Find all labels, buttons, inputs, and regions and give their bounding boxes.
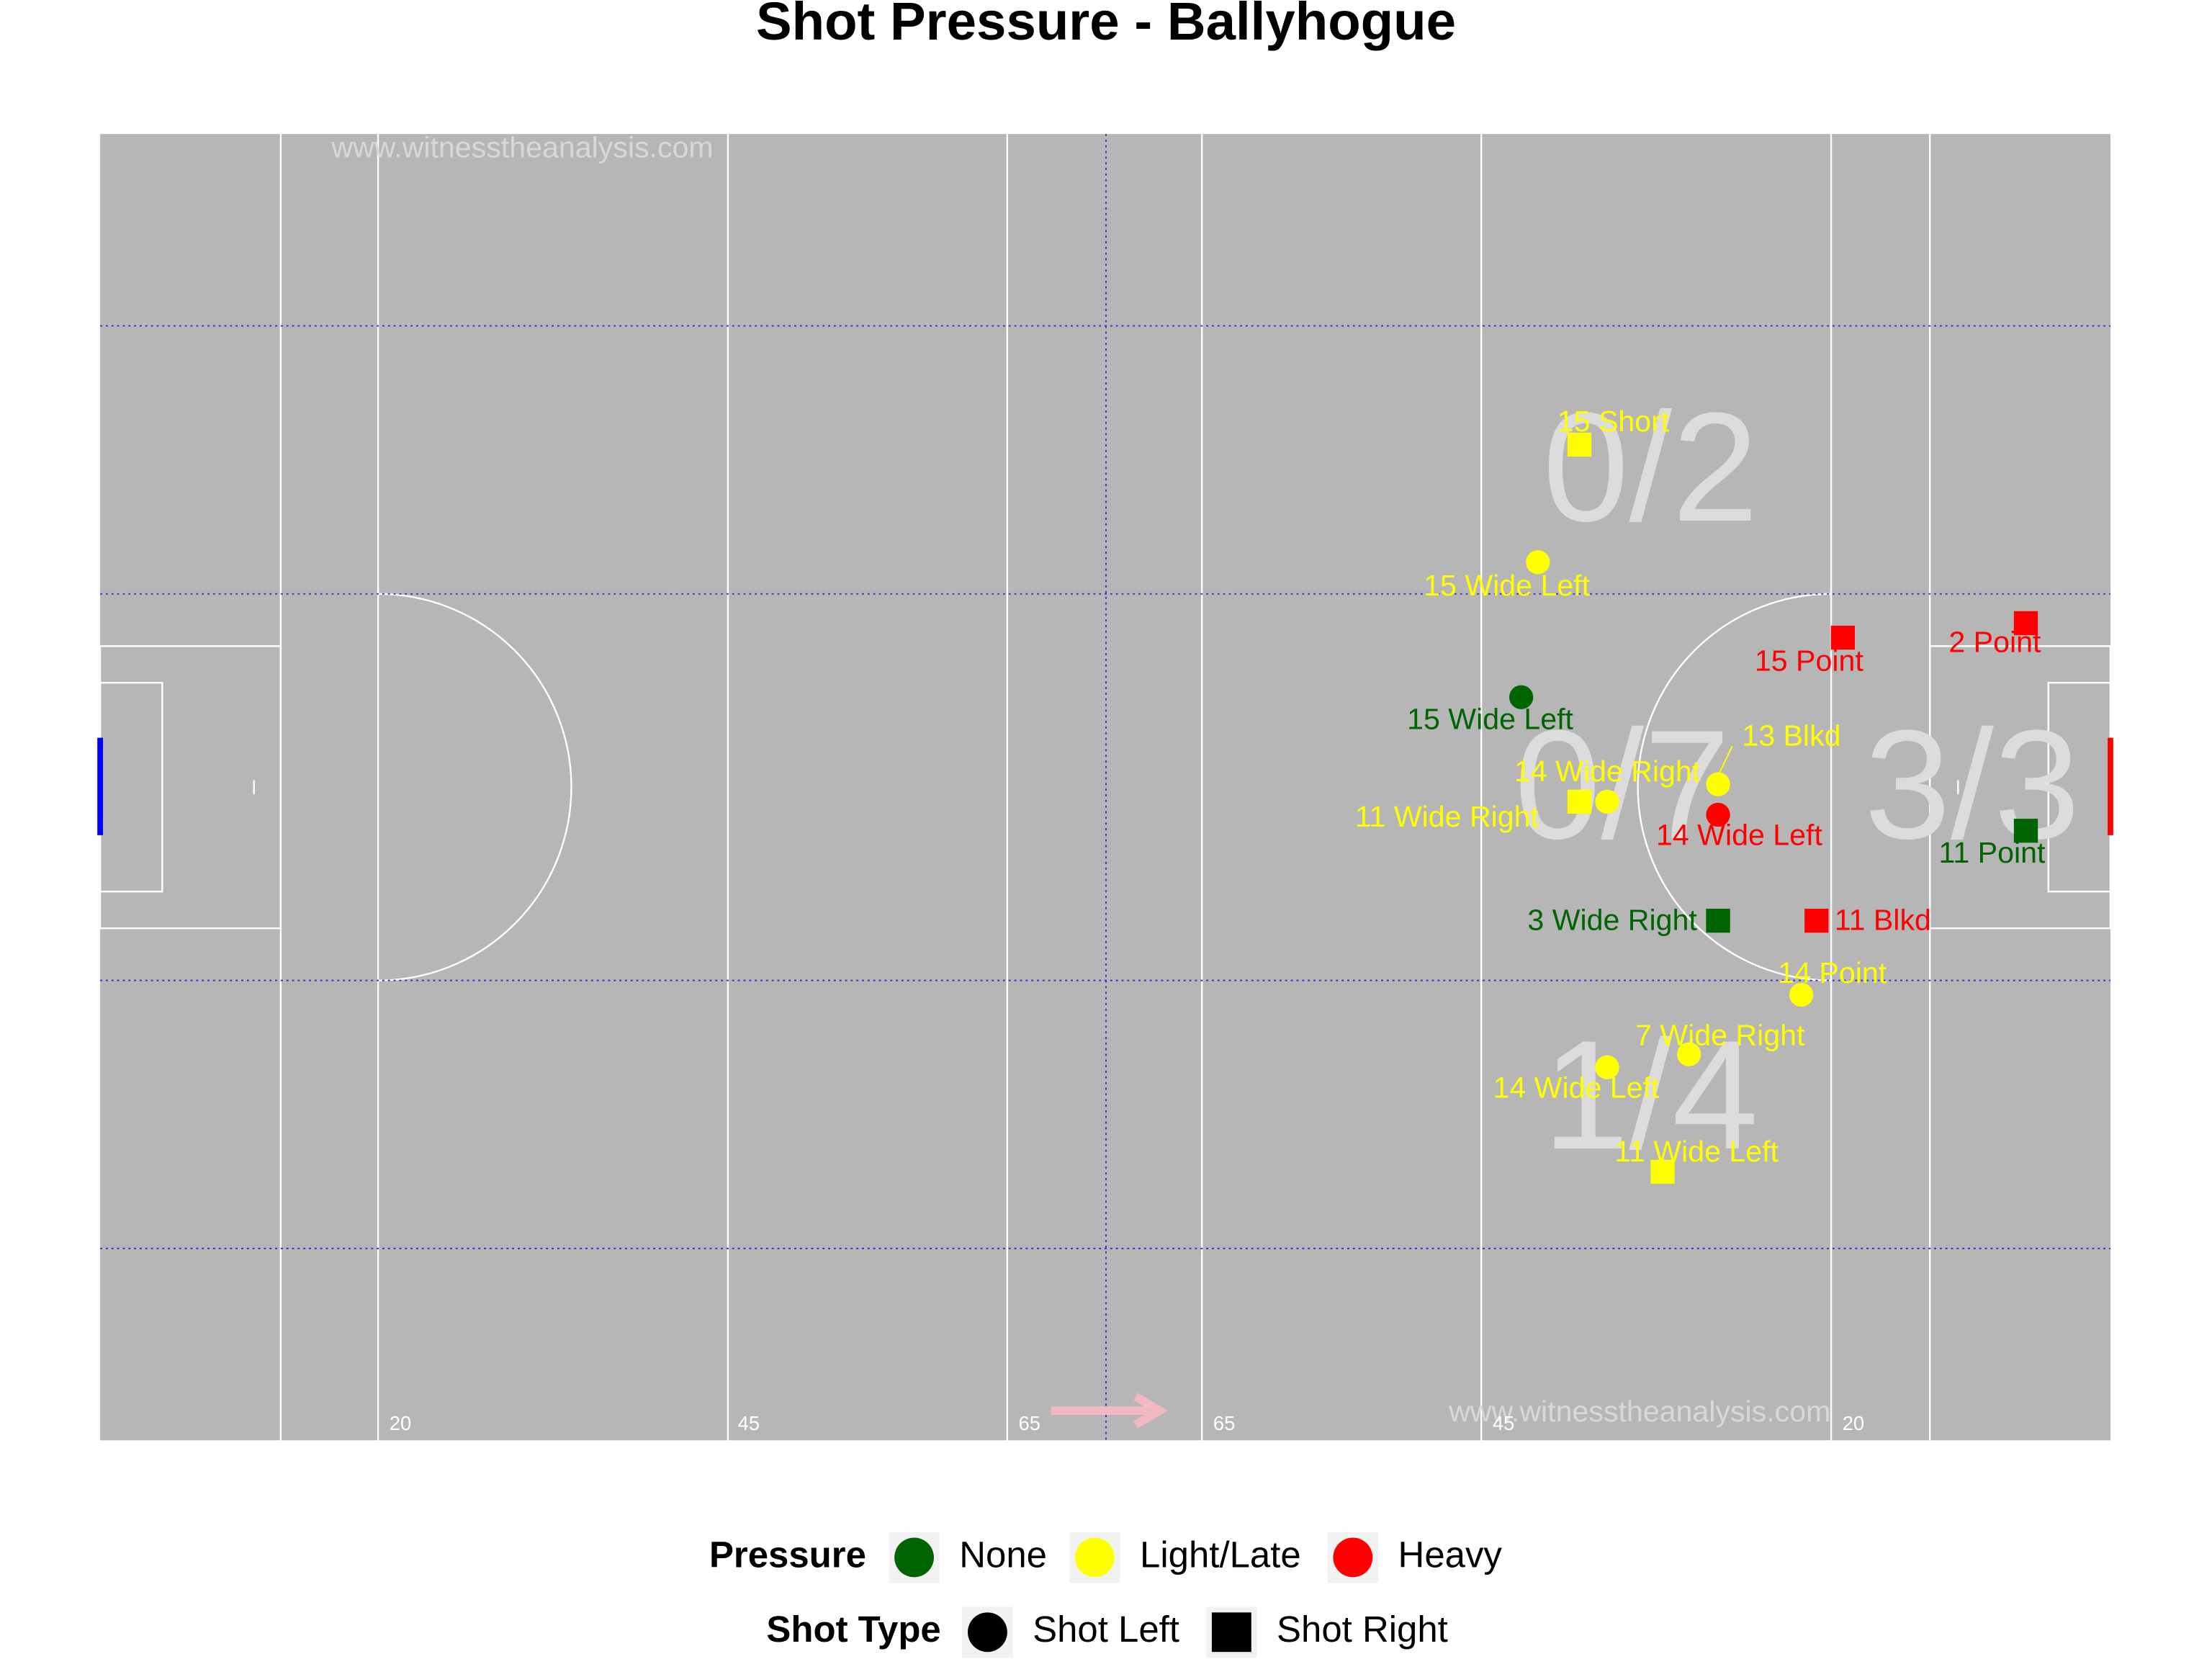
legend-title: Pressure [709,1534,866,1575]
pitch-surface [100,134,2110,1441]
legend-label: Heavy [1398,1534,1503,1575]
shot-label: 7 Wide Right [1635,1018,1805,1051]
shot-label: 11 Blkd [1835,904,1931,937]
label-leader [1717,745,1733,776]
shot-marker [2013,819,2038,843]
shot-marker [1595,1055,1619,1079]
shot-label: 15 Point [1755,644,1863,678]
shot-label: 15 Wide Left [1424,569,1590,602]
shot-label: 14 Wide Left [1656,819,1822,852]
arc [1637,593,1832,981]
pitch-label: 45 [738,1412,760,1434]
shot-marker [1676,1042,1701,1066]
zone-count: 3/3 [1864,698,2080,871]
shot-label: 14 Wide Right [1514,755,1701,788]
watermark: www.witnesstheanalysis.com [1448,1395,1830,1428]
pitch-label: 45 [1493,1412,1514,1434]
shot-marker [1509,685,1534,709]
legend-swatch [1211,1612,1251,1653]
shot-label: 11 Wide Left [1614,1135,1779,1168]
shot-marker [1567,432,1592,457]
shot-label: 2 Point [1948,626,2041,659]
shot-marker [1830,625,1855,650]
shot-label: 11 Wide Right [1355,800,1539,833]
shot-label: 13 Blkd [1742,719,1840,752]
shot-label: 15 Short [1557,405,1670,438]
shot-marker [1706,772,1730,796]
pitch-label: 20 [1843,1412,1864,1434]
zone-count: 0/2 [1542,380,1758,554]
shot-label: 15 Wide Left [1407,702,1573,735]
legend-swatch [894,1537,934,1578]
shot-marker [2013,611,2038,636]
legend-label: Shot Left [1033,1609,1179,1650]
legend-swatch [1074,1537,1115,1578]
legend-label: Shot Right [1277,1609,1448,1650]
pitch [97,134,2113,1441]
shot-label: 14 Wide Left [1493,1071,1659,1104]
legend-swatch [968,1612,1007,1653]
shot-marker [1567,789,1592,814]
zone-count: 1/4 [1542,1008,1758,1182]
shot-marker [1650,1159,1675,1184]
shot-marker [1526,550,1550,575]
shot-label: 11 Point [1939,836,2046,869]
pitch-label: 65 [1019,1412,1040,1434]
shot-label: 3 Wide Right [1527,904,1697,937]
legend-swatch [1333,1537,1373,1578]
shot-marker [1804,909,1829,933]
pitch-label: 65 [1213,1412,1235,1434]
chart-title: Shot Pressure - Ballyhogue [756,0,1456,51]
direction-arrow [1051,1393,1169,1429]
legend-label: Light/Late [1140,1534,1301,1575]
shot-marker [1706,909,1730,933]
shot-marker [1706,802,1730,827]
legend-title: Shot Type [766,1609,940,1650]
pitch-label: 20 [390,1412,411,1434]
shot-marker [1789,982,1814,1007]
zone-count: 0/7 [1514,698,1730,871]
arc [378,593,572,981]
legend-label: None [959,1534,1047,1575]
watermark: www.witnesstheanalysis.com [331,131,713,164]
shot-label: 14 Point [1778,956,1887,989]
shot-marker [1595,789,1619,814]
